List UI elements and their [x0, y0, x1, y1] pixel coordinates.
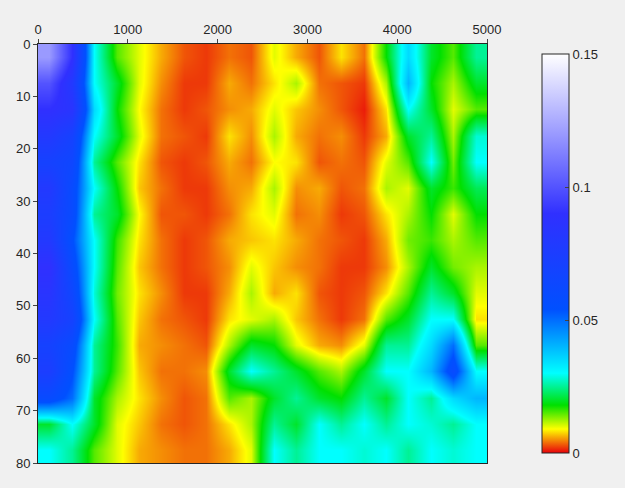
svg-text:0: 0	[573, 446, 580, 461]
svg-text:5000: 5000	[473, 22, 502, 37]
svg-text:2000: 2000	[203, 22, 232, 37]
svg-text:3000: 3000	[293, 22, 322, 37]
svg-text:1000: 1000	[113, 22, 142, 37]
svg-text:0: 0	[34, 22, 41, 37]
svg-text:10: 10	[16, 89, 30, 104]
svg-text:60: 60	[16, 351, 30, 366]
svg-text:50: 50	[16, 298, 30, 313]
svg-text:0.15: 0.15	[573, 47, 598, 62]
svg-text:20: 20	[16, 141, 30, 156]
svg-text:0: 0	[23, 37, 30, 52]
svg-text:70: 70	[16, 403, 30, 418]
svg-text:30: 30	[16, 194, 30, 209]
svg-text:40: 40	[16, 246, 30, 261]
svg-text:4000: 4000	[383, 22, 412, 37]
svg-text:80: 80	[16, 456, 30, 471]
svg-text:0.05: 0.05	[573, 313, 598, 328]
svg-text:0.1: 0.1	[573, 180, 591, 195]
